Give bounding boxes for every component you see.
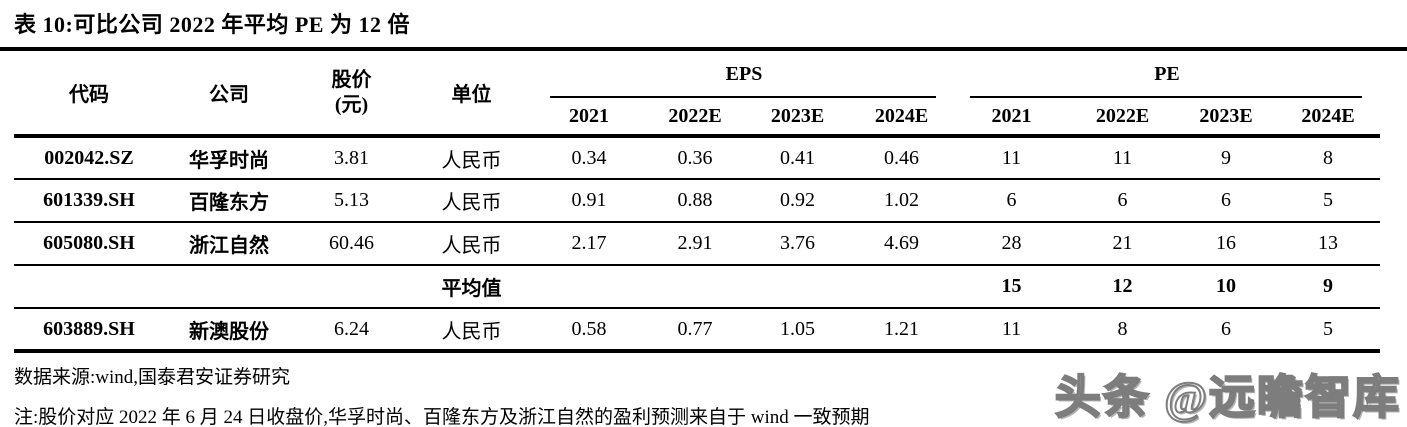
- cell-unit: 人民币: [409, 179, 534, 223]
- table-body: 002042.SZ 华孚时尚 3.81 人民币 0.34 0.36 0.41 0…: [14, 136, 1380, 353]
- cell-unit: 人民币: [409, 308, 534, 353]
- eps-year-2022e: 2022E: [644, 98, 746, 138]
- cell-pe: 11: [954, 308, 1069, 353]
- col-header-company: 公司: [164, 51, 294, 138]
- cell-empty: [164, 265, 294, 309]
- cell-code: 603889.SH: [14, 308, 164, 353]
- cell-empty: [14, 265, 164, 309]
- group-header-eps-label: EPS: [725, 63, 763, 85]
- cell-eps: 0.46: [849, 136, 954, 180]
- pe-year-2022e: 2022E: [1069, 98, 1176, 138]
- table-row-average: 平均值 15 12 10 9: [14, 265, 1380, 309]
- cell-empty: [294, 265, 409, 309]
- cell-eps: 1.02: [849, 179, 954, 223]
- pe-year-2023e: 2023E: [1176, 98, 1276, 138]
- cell-price: 60.46: [294, 222, 409, 266]
- pe-year-2021: 2021: [954, 98, 1069, 138]
- cell-company: 浙江自然: [164, 222, 294, 266]
- cell-code: 002042.SZ: [14, 136, 164, 180]
- cell-eps: 1.21: [849, 308, 954, 353]
- cell-eps: 0.41: [746, 136, 849, 180]
- group-header-pe-label: PE: [1154, 63, 1180, 85]
- comparable-companies-table: 代码 公司 股价 (元) 单位 EPS PE 2021 2022E: [14, 51, 1380, 353]
- cell-company: 新澳股份: [164, 308, 294, 353]
- cell-pe-average: 15: [954, 265, 1069, 309]
- cell-eps: 0.91: [534, 179, 644, 223]
- cell-pe-average: 9: [1276, 265, 1380, 309]
- cell-price: 3.81: [294, 136, 409, 180]
- cell-empty: [644, 265, 746, 309]
- pe-year-2024e: 2024E: [1276, 98, 1380, 138]
- eps-year-2023e: 2023E: [746, 98, 849, 138]
- pe-group-rule: [970, 96, 1362, 98]
- cell-pe: 5: [1276, 179, 1380, 223]
- table-row-xinao: 603889.SH 新澳股份 6.24 人民币 0.58 0.77 1.05 1…: [14, 308, 1380, 353]
- eps-group-rule: [550, 96, 936, 98]
- col-header-price: 股价 (元): [294, 51, 409, 138]
- cell-pe: 11: [1069, 136, 1176, 180]
- table-row-bailong: 601339.SH 百隆东方 5.13 人民币 0.91 0.88 0.92 1…: [14, 179, 1380, 223]
- cell-pe: 11: [954, 136, 1069, 180]
- cell-price: 5.13: [294, 179, 409, 223]
- col-header-unit: 单位: [409, 51, 534, 138]
- cell-empty: [746, 265, 849, 309]
- col-header-code: 代码: [14, 51, 164, 138]
- cell-eps: 1.05: [746, 308, 849, 353]
- cell-company: 华孚时尚: [164, 136, 294, 180]
- col-header-price-line2: (元): [334, 93, 369, 116]
- cell-eps: 0.34: [534, 136, 644, 180]
- data-source-note: 数据来源:wind,国泰君安证券研究: [14, 367, 291, 388]
- cell-empty: [534, 265, 644, 309]
- cell-pe: 8: [1069, 308, 1176, 353]
- cell-unit: 人民币: [409, 136, 534, 180]
- table-row-zhejiang: 605080.SH 浙江自然 60.46 人民币 2.17 2.91 3.76 …: [14, 222, 1380, 266]
- cell-pe: 6: [1176, 308, 1276, 353]
- cell-pe: 5: [1276, 308, 1380, 353]
- cell-eps: 0.92: [746, 179, 849, 223]
- header-years-row: 2021 2022E 2023E 2024E 2021 2022E 2023E …: [14, 98, 1380, 138]
- cell-eps: 0.58: [534, 308, 644, 353]
- cell-eps: 4.69: [849, 222, 954, 266]
- cell-pe: 28: [954, 222, 1069, 266]
- cell-eps: 0.88: [644, 179, 746, 223]
- cell-pe: 21: [1069, 222, 1176, 266]
- cell-pe-average: 10: [1176, 265, 1276, 309]
- cell-average-label: 平均值: [409, 265, 534, 309]
- cell-pe: 16: [1176, 222, 1276, 266]
- watermark: 头条 @远瞻智库: [1054, 371, 1401, 424]
- cell-pe: 6: [1176, 179, 1276, 223]
- cell-pe-average: 12: [1069, 265, 1176, 309]
- table-title: 表 10:可比公司 2022 年平均 PE 为 12 倍: [0, 0, 1407, 51]
- cell-eps: 2.91: [644, 222, 746, 266]
- group-header-eps: EPS: [534, 51, 954, 98]
- table-header: 代码 公司 股价 (元) 单位 EPS PE 2021 2022E: [14, 51, 1380, 138]
- cell-code: 605080.SH: [14, 222, 164, 266]
- footnote: 注:股价对应 2022 年 6 月 24 日收盘价,华孚时尚、百隆东方及浙江自然…: [14, 407, 870, 427]
- eps-year-2024e: 2024E: [849, 98, 954, 138]
- cell-eps: 3.76: [746, 222, 849, 266]
- cell-unit: 人民币: [409, 222, 534, 266]
- cell-eps: 0.77: [644, 308, 746, 353]
- cell-pe: 13: [1276, 222, 1380, 266]
- cell-pe: 9: [1176, 136, 1276, 180]
- cell-price: 6.24: [294, 308, 409, 353]
- cell-code: 601339.SH: [14, 179, 164, 223]
- header-group-row: 代码 公司 股价 (元) 单位 EPS PE: [14, 51, 1380, 138]
- table-row-huafu: 002042.SZ 华孚时尚 3.81 人民币 0.34 0.36 0.41 0…: [14, 136, 1380, 180]
- eps-year-2021: 2021: [534, 98, 644, 138]
- cell-pe: 8: [1276, 136, 1380, 180]
- group-header-pe: PE: [954, 51, 1380, 98]
- cell-pe: 6: [1069, 179, 1176, 223]
- cell-eps: 0.36: [644, 136, 746, 180]
- col-header-price-line1: 股价: [331, 68, 372, 91]
- cell-eps: 2.17: [534, 222, 644, 266]
- cell-empty: [849, 265, 954, 309]
- cell-pe: 6: [954, 179, 1069, 223]
- table-footer: 数据来源:wind,国泰君安证券研究 注:股价对应 2022 年 6 月 24 …: [14, 362, 1393, 427]
- cell-company: 百隆东方: [164, 179, 294, 223]
